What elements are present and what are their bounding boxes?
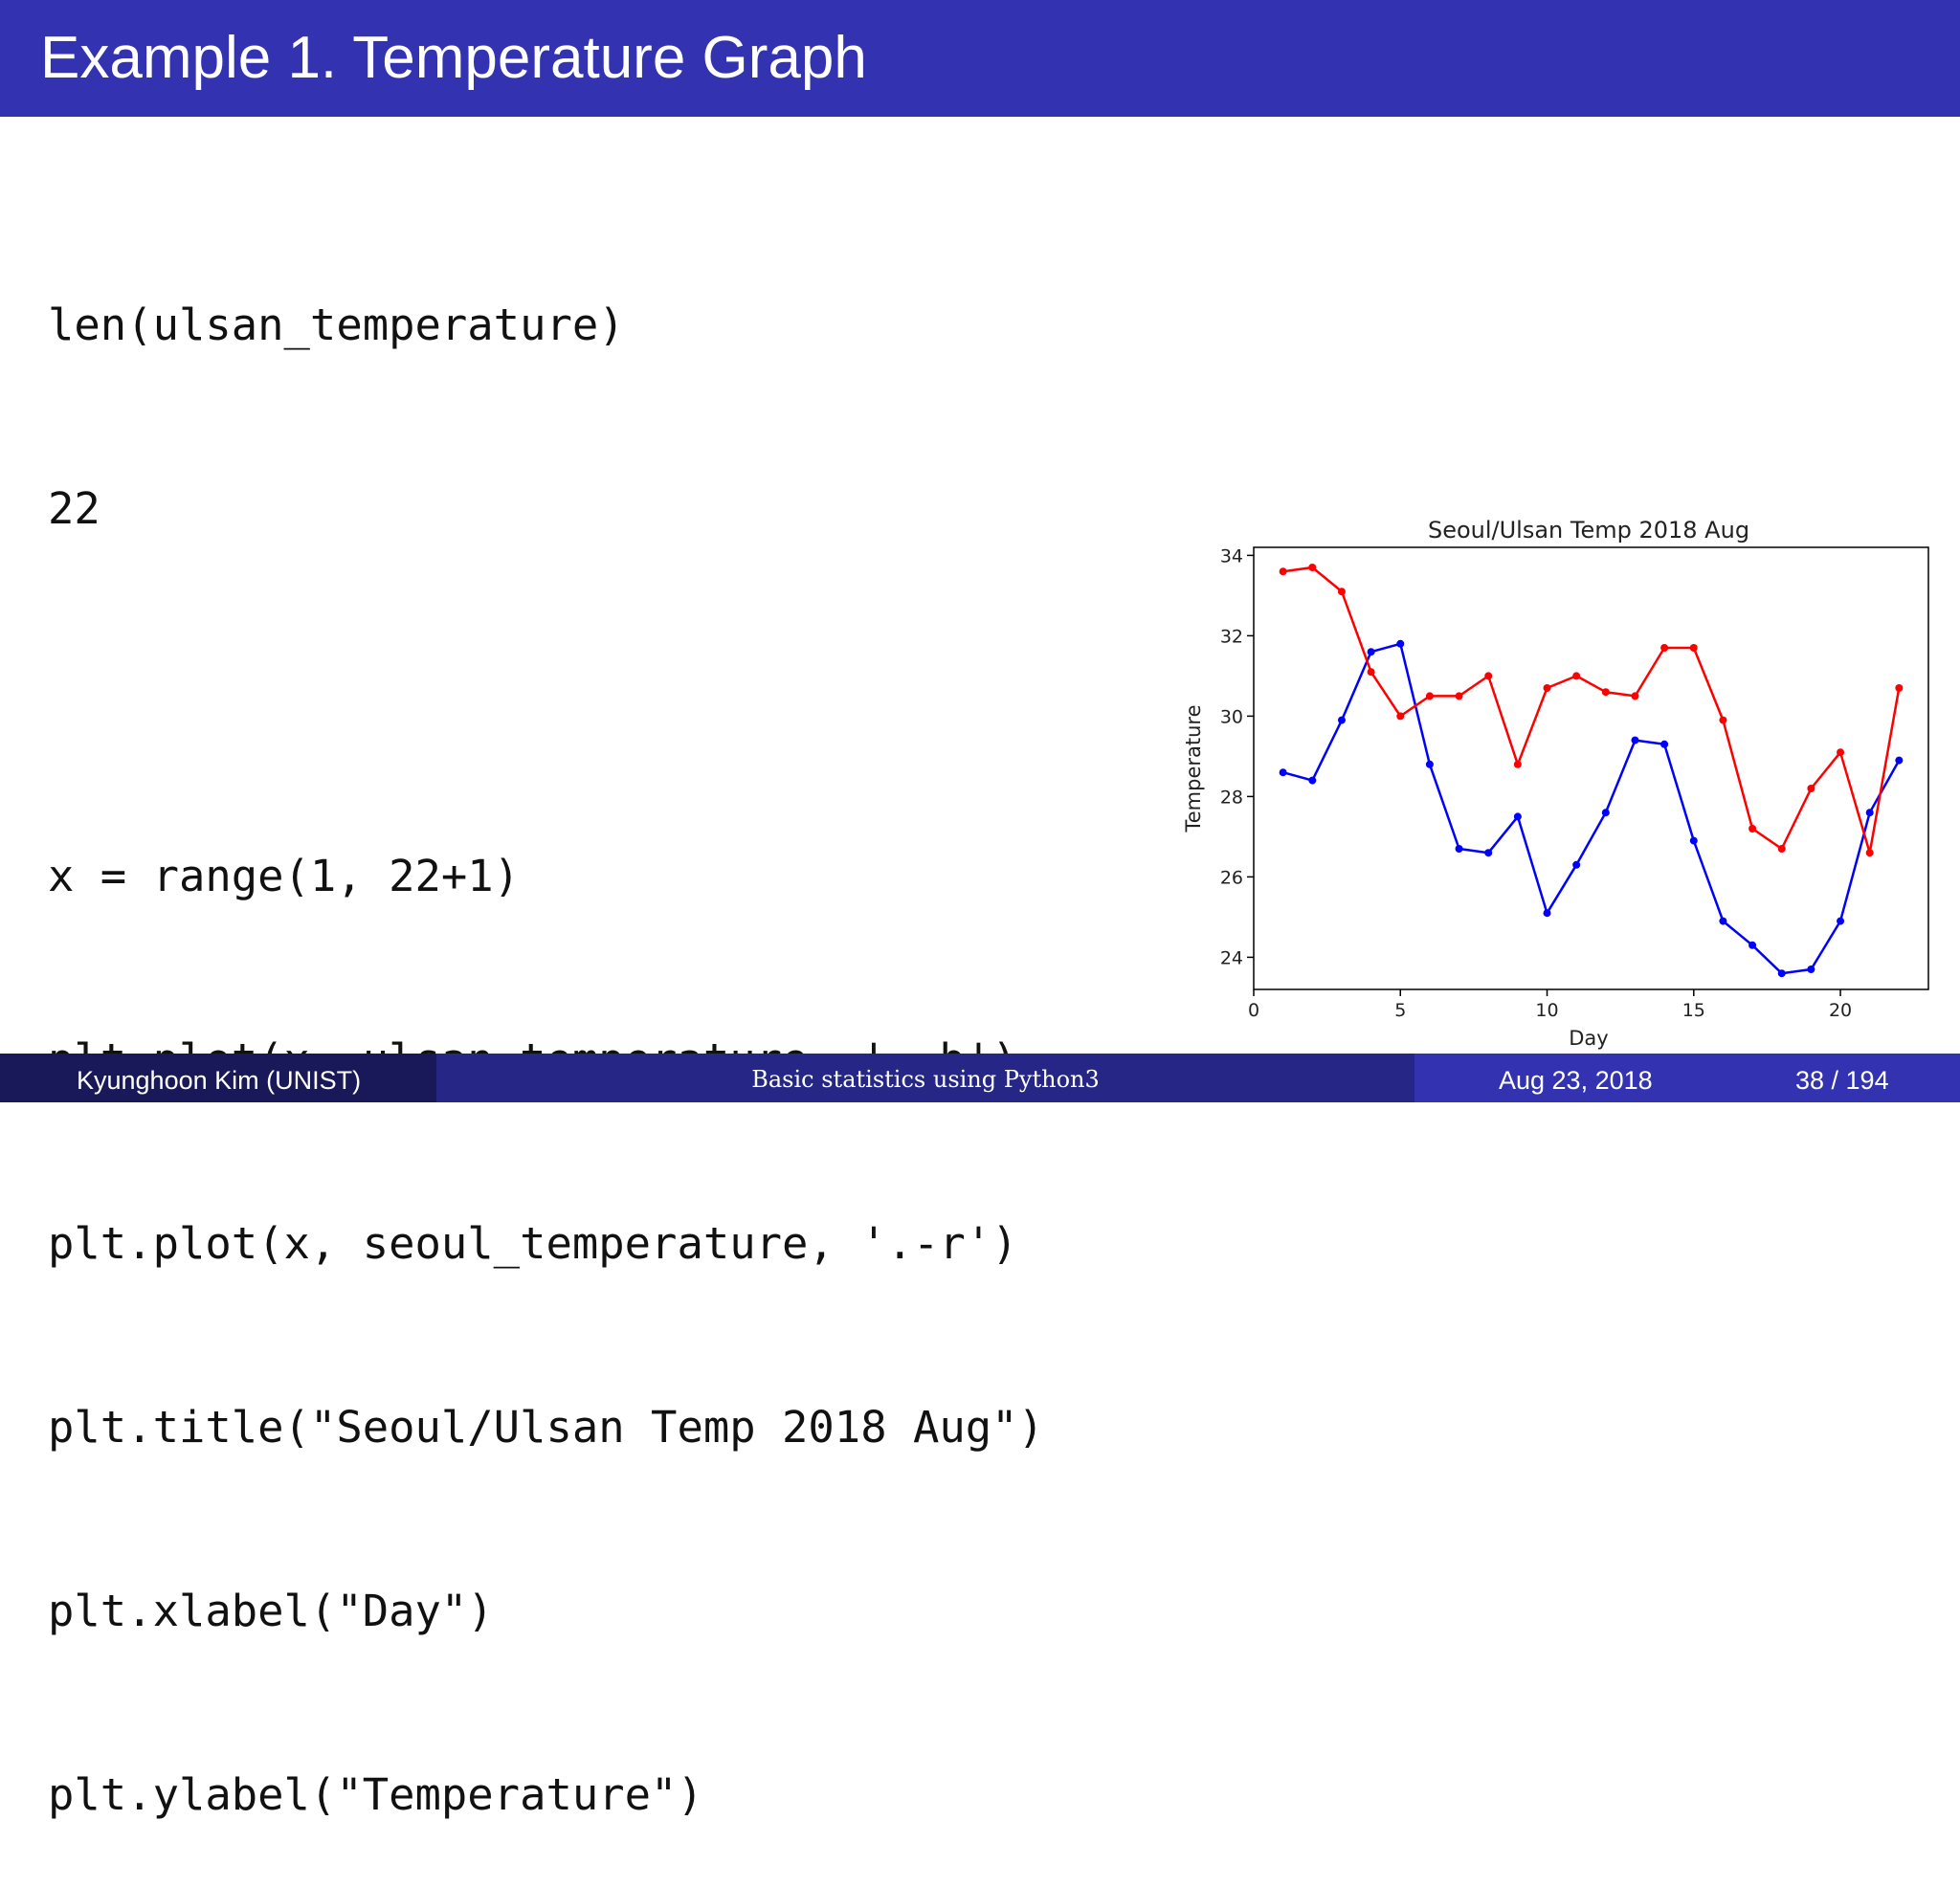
y-tick-label: 30 [1220,706,1243,727]
data-point [1337,588,1346,596]
data-point [1308,564,1317,571]
axis-ticks: 0 5 10 15 20 24 26 28 30 32 34 [1220,545,1852,1021]
data-point [1631,736,1639,744]
data-point [1601,809,1610,817]
data-point [1543,684,1551,692]
data-point [1484,849,1493,857]
y-tick-label: 24 [1220,947,1243,968]
data-point [1807,966,1815,973]
code-line: plt.title("Seoul/Ulsan Temp 2018 Aug") [48,1402,1044,1453]
code-line: plt.xlabel("Day") [48,1586,494,1636]
data-point [1279,567,1287,576]
data-point [1279,768,1287,777]
code-line: 22 [48,483,100,534]
data-point [1719,716,1727,724]
data-point [1895,756,1904,765]
data-point [1367,648,1375,656]
data-point [1748,825,1757,832]
data-point [1572,860,1581,869]
data-point [1837,748,1845,757]
code-line: len(ulsan_temperature) [48,300,625,350]
data-point [1484,672,1493,680]
chart-title: Seoul/Ulsan Temp 2018 Aug [1428,517,1749,544]
data-point [1572,672,1581,680]
code-line: plt.plot(x, seoul_temperature, '.-r') [48,1218,1018,1269]
data-point [1689,644,1698,652]
plot-frame [1253,546,1929,990]
data-point [1660,740,1669,748]
x-tick-label: 20 [1829,1000,1852,1021]
slide-header: Example 1. Temperature Graph [0,0,1960,117]
data-point [1513,760,1522,768]
series-line-1 [1282,642,1901,975]
data-point [1689,836,1698,845]
data-point [1455,845,1463,853]
temperature-line-chart: Seoul/Ulsan Temp 2018 Aug Day Temperatur… [1182,517,1929,1050]
x-tick-label: 0 [1248,1000,1259,1021]
data-point [1865,809,1874,817]
x-tick-label: 5 [1394,1000,1406,1021]
slide-title: Example 1. Temperature Graph [40,25,867,91]
footer-author: Kyunghoon Kim (UNIST) [77,1066,362,1095]
y-tick-label: 34 [1220,545,1243,566]
footer-date: Aug 23, 2018 [1499,1066,1653,1095]
data-point [1396,639,1405,648]
data-point [1660,644,1669,652]
data-point [1367,668,1375,677]
data-point [1719,917,1727,925]
data-point [1777,969,1786,978]
data-point [1425,692,1434,700]
chart-ylabel: Temperature [1182,704,1205,832]
data-point [1396,712,1405,721]
y-tick-label: 28 [1220,787,1243,808]
code-line: x = range(1, 22+1) [48,851,521,901]
x-tick-label: 10 [1535,1000,1558,1021]
data-point [1895,684,1904,692]
footer-course: Basic statistics using Python3 [751,1066,1100,1093]
data-point [1865,849,1874,857]
code-block: len(ulsan_temperature) 22 x = range(1, 2… [48,172,1044,1887]
data-point [1543,909,1551,918]
slide-footer: Kyunghoon Kim (UNIST) Basic statistics u… [0,1054,1960,1102]
data-point [1807,785,1815,792]
footer-info-box: Aug 23, 2018 38 / 194 [1414,1054,1960,1102]
data-point [1337,716,1346,724]
chart-xlabel: Day [1569,1027,1608,1050]
y-tick-label: 32 [1220,626,1243,647]
code-line [48,662,1044,723]
chart-series [1279,564,1904,978]
data-point [1748,941,1757,949]
y-tick-label: 26 [1220,867,1243,888]
data-point [1837,917,1845,925]
data-point [1513,812,1522,821]
footer-course-box: Basic statistics using Python3 [436,1054,1414,1102]
x-tick-label: 15 [1682,1000,1705,1021]
data-point [1601,688,1610,697]
data-point [1425,760,1434,768]
code-line: plt.ylabel("Temperature") [48,1769,703,1820]
footer-author-box: Kyunghoon Kim (UNIST) [0,1054,436,1102]
footer-page-number: 38 / 194 [1795,1066,1889,1095]
data-point [1308,776,1317,785]
data-point [1777,845,1786,853]
data-point [1455,692,1463,700]
series-line-2 [1282,566,1901,855]
data-point [1631,692,1639,700]
